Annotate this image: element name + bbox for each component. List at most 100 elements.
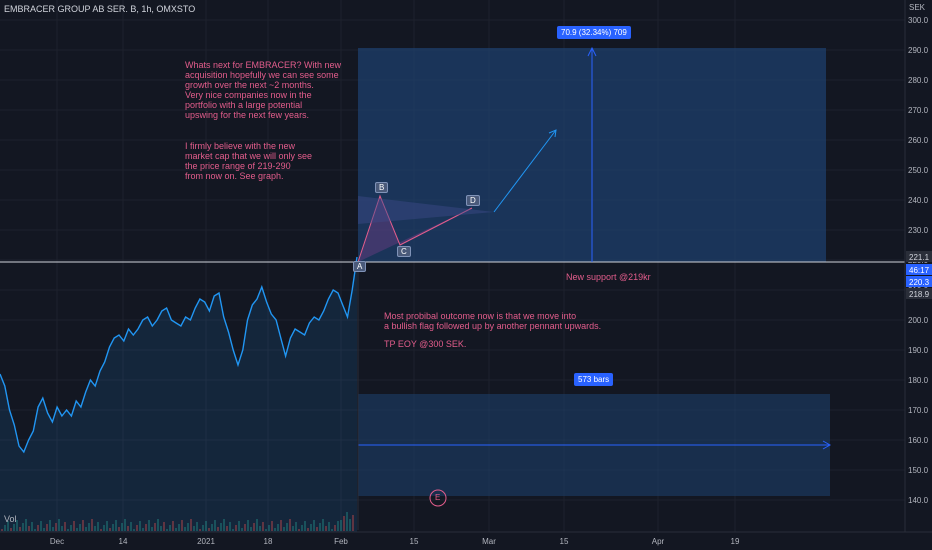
volume-bar — [271, 521, 273, 531]
x-tick-label: 14 — [119, 537, 128, 546]
volume-bar — [133, 529, 135, 531]
volume-bar — [277, 524, 279, 531]
volume-bar — [1, 529, 3, 531]
y-tick-label: 140.0 — [908, 496, 929, 505]
volume-bar — [88, 523, 90, 531]
y-tick-label: 240.0 — [908, 196, 929, 205]
x-tick-label: Mar — [482, 537, 496, 546]
volume-bar — [130, 522, 132, 531]
projection-arrow — [493, 129, 557, 213]
x-axis: Dec 14 2021 18 Feb 15 Mar 15 Apr 19 — [50, 537, 740, 546]
volume-bar — [217, 527, 219, 531]
volume-bar — [58, 519, 60, 531]
badge-220 — [906, 276, 932, 287]
volume-bar — [34, 529, 36, 531]
volume-bar — [205, 521, 207, 531]
y-tick-label: 160.0 — [908, 436, 929, 445]
volume-bar — [73, 521, 75, 531]
volume-bar — [187, 523, 189, 531]
pennant-shape — [358, 196, 494, 224]
y-tick-label: 180.0 — [908, 376, 929, 385]
point-b[interactable]: B — [375, 182, 389, 193]
volume-bar — [121, 523, 123, 531]
volume-bar — [31, 522, 33, 531]
volume-bar — [211, 524, 213, 531]
target-arrow-head — [587, 46, 597, 57]
volume-bar — [214, 520, 216, 531]
volume-bar — [259, 526, 261, 531]
volume-bar — [97, 522, 99, 531]
volume-bar — [325, 526, 327, 531]
volume-bar — [37, 525, 39, 531]
volume-bar — [7, 521, 9, 531]
annotation-range[interactable]: I firmly believe with the new market cap… — [185, 141, 313, 181]
volume-bar — [316, 527, 318, 531]
volume-bar — [13, 524, 15, 531]
volume-bar — [76, 528, 78, 531]
volume-bar — [208, 528, 210, 531]
annotation-support[interactable]: New support @219kr — [566, 272, 651, 282]
volume-bar — [106, 521, 108, 531]
point-e[interactable]: E — [435, 493, 441, 502]
badge-218-text: 218.9 — [909, 290, 930, 299]
x-tick-label: 15 — [560, 537, 569, 546]
bars-range-head — [822, 440, 832, 450]
volume-bar — [241, 528, 243, 531]
volume-bar — [286, 523, 288, 531]
volume-bar — [166, 529, 168, 531]
volume-bar — [142, 528, 144, 531]
y-tick-label: 260.0 — [908, 136, 929, 145]
volume-bar — [256, 519, 258, 531]
projection-arrow-head — [548, 129, 557, 138]
annotation-outlook[interactable]: Whats next for EMBRACER? With new acquis… — [185, 60, 342, 120]
y-tick-label: 300.0 — [908, 16, 929, 25]
y-tick-label: 170.0 — [908, 406, 929, 415]
volume-bar — [349, 519, 351, 531]
volume-bar — [265, 529, 267, 531]
badge-221-text: 221.1 — [909, 253, 930, 262]
volume-bar — [85, 527, 87, 531]
y-tick-label: 200.0 — [908, 316, 929, 325]
volume-bar — [310, 524, 312, 531]
volume-bar — [238, 521, 240, 531]
volume-bar — [55, 523, 57, 531]
volume-bar — [247, 520, 249, 531]
volume-bar — [328, 522, 330, 531]
volume-bar — [199, 529, 201, 531]
volume-bars — [1, 512, 354, 531]
volume-bar — [79, 524, 81, 531]
volume-bar — [127, 526, 129, 531]
y-tick-label: 150.0 — [908, 466, 929, 475]
volume-bar — [313, 520, 315, 531]
annotation-target[interactable]: TP EOY @300 SEK. — [384, 339, 467, 349]
volume-bar — [202, 525, 204, 531]
volume-bar — [115, 520, 117, 531]
point-c[interactable]: C — [397, 246, 411, 257]
volume-bar — [250, 527, 252, 531]
point-a[interactable]: A — [353, 261, 367, 272]
volume-bar — [124, 519, 126, 531]
volume-bar — [319, 523, 321, 531]
y-tick-label: 290.0 — [908, 46, 929, 55]
volume-bar — [94, 526, 96, 531]
badge-221 — [906, 251, 932, 262]
x-tick-label: 18 — [264, 537, 273, 546]
pattern-zone — [0, 46, 905, 530]
point-d[interactable]: D — [466, 195, 480, 206]
volume-bar — [268, 525, 270, 531]
volume-bar — [28, 526, 30, 531]
volume-bar — [154, 523, 156, 531]
volume-bar — [298, 529, 300, 531]
volume-bar — [52, 527, 54, 531]
bars-label[interactable]: 573 bars — [574, 373, 614, 386]
x-tick-label: 15 — [410, 537, 419, 546]
x-tick-label: 2021 — [197, 537, 215, 546]
badge-time — [906, 264, 932, 275]
volume-bar — [4, 525, 6, 531]
measure-label[interactable]: 70.9 (32.34%) 709 — [557, 26, 631, 39]
volume-bar — [196, 522, 198, 531]
volume-bar — [145, 524, 147, 531]
annotation-flag[interactable]: Most probibal outcome now is that we mov… — [384, 311, 602, 331]
x-tick-label: 19 — [731, 537, 740, 546]
